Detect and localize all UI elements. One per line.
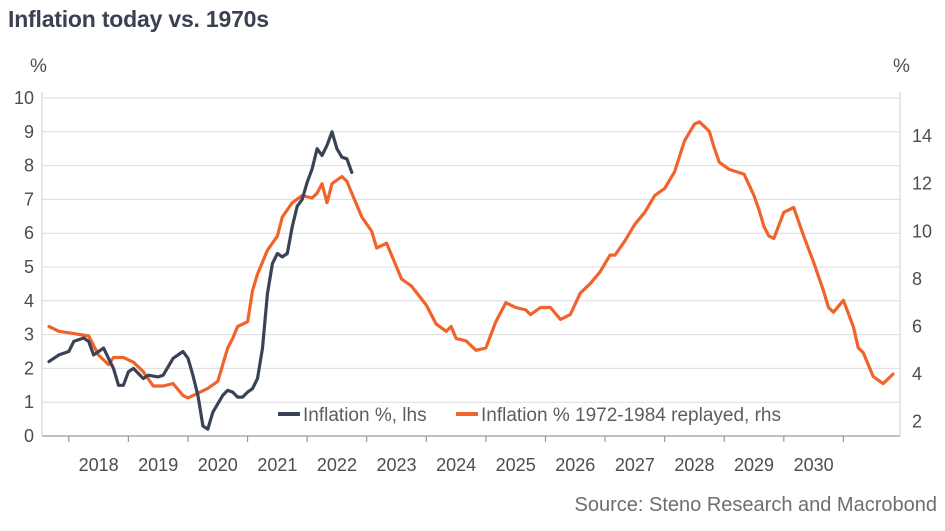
right-tick-label: 10 [912, 221, 932, 241]
chart-title: Inflation today vs. 1970s [8, 6, 269, 32]
right-tick-label: 14 [912, 126, 932, 146]
x-tick-label: 2024 [436, 455, 476, 475]
right-tick-label: 8 [912, 269, 922, 289]
left-tick-label: 7 [24, 189, 34, 209]
right-tick-label: 12 [912, 174, 932, 194]
series-line-inflation-lhs [47, 130, 354, 431]
legend-label-lhs: Inflation %, lhs [303, 405, 427, 426]
legend-label-rhs: Inflation % 1972-1984 replayed, rhs [481, 405, 781, 426]
right-tick-label: 4 [912, 364, 922, 384]
series-line-inflation-replayed-rhs [47, 120, 895, 400]
right-axis-ticks: 2 4 6 8 10 12 14 [912, 126, 932, 432]
series-lines [47, 120, 895, 431]
x-axis: 2018 2019 2020 2021 2022 2023 2024 2025 2026 2027… [41, 92, 901, 475]
right-tick-label: 2 [912, 412, 922, 432]
right-tick-label: 6 [912, 317, 922, 337]
x-tick-label: 2019 [138, 455, 178, 475]
left-tick-label: 8 [24, 156, 34, 176]
x-tick-label: 2026 [555, 455, 595, 475]
gridlines [42, 97, 900, 437]
left-tick-label: 2 [24, 358, 34, 378]
x-tick-label: 2021 [257, 455, 297, 475]
left-tick-label: 6 [24, 223, 34, 243]
x-tick-label: 2025 [496, 455, 536, 475]
x-tick-label: 2022 [317, 455, 357, 475]
legend: Inflation %, lhs Inflation % 1972-1984 r… [278, 405, 781, 426]
left-tick-label: 3 [24, 325, 34, 345]
x-tick-label: 2020 [198, 455, 238, 475]
x-tick-label: 2027 [615, 455, 655, 475]
x-tick-label: 2029 [734, 455, 774, 475]
left-tick-label: 1 [24, 392, 34, 412]
left-tick-label: 0 [24, 426, 34, 446]
right-axis-unit: % [893, 56, 910, 77]
source-note: Source: Steno Research and Macrobond [574, 494, 937, 516]
x-tick-label: 2023 [376, 455, 416, 475]
left-tick-label: 5 [24, 257, 34, 277]
x-tick-label: 2018 [79, 455, 119, 475]
left-axis-ticks: 0 1 2 3 4 5 6 7 8 9 10 [14, 88, 34, 446]
left-tick-label: 10 [14, 88, 34, 108]
x-tick-label: 2030 [794, 455, 834, 475]
x-tick-label: 2028 [674, 455, 714, 475]
left-tick-label: 9 [24, 122, 34, 142]
left-tick-label: 4 [24, 291, 34, 311]
left-axis-unit: % [30, 56, 47, 77]
